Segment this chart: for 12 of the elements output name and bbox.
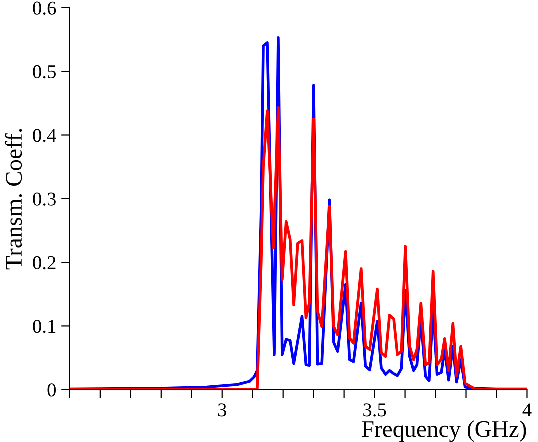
- y-tick-label: 0.6: [33, 2, 56, 15]
- x-tick-label: 3: [218, 404, 226, 417]
- x-axis-title: Frequency (GHz): [362, 420, 526, 442]
- y-tick-label: 0: [48, 384, 56, 397]
- y-tick-label: 0.3: [33, 192, 56, 206]
- y-axis-title: Transm. Coeff.: [5, 129, 22, 270]
- y-tick-label: 0.5: [33, 65, 56, 79]
- x-tick-label: 3.5: [364, 404, 386, 417]
- y-tick-label: 0.2: [33, 256, 56, 270]
- y-tick-label: 0.4: [33, 129, 56, 142]
- y-tick-label: 0.1: [33, 320, 56, 334]
- x-tick-label: 4: [522, 404, 532, 417]
